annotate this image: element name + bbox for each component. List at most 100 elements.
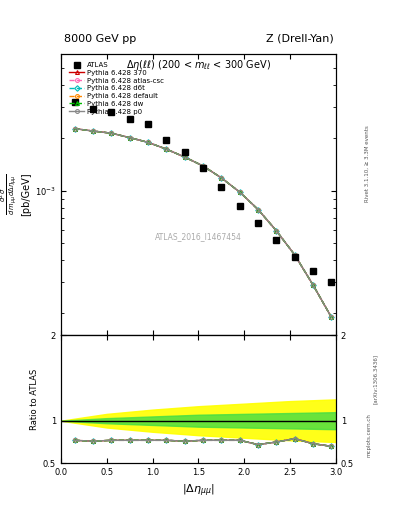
Pythia 6.428 p0: [91, 128, 95, 134]
Line: ATLAS: ATLAS: [72, 99, 334, 286]
Pythia 6.428 370: [274, 228, 279, 234]
Pythia 6.428 dw: [311, 282, 316, 288]
Pythia 6.428 atlas-csc: [256, 206, 261, 212]
ATLAS: [164, 137, 169, 143]
Pythia 6.428 default: [237, 189, 242, 195]
Pythia 6.428 d6t: [72, 125, 77, 132]
Pythia 6.428 p0: [109, 130, 114, 136]
Y-axis label: Ratio to ATLAS: Ratio to ATLAS: [30, 369, 39, 430]
Pythia 6.428 atlas-csc: [182, 154, 187, 160]
Pythia 6.428 atlas-csc: [329, 314, 334, 321]
Pythia 6.428 default: [329, 314, 334, 321]
Text: $\Delta\eta(\ell\ell)$ (200 < $m_{\ell\ell}$ < 300 GeV): $\Delta\eta(\ell\ell)$ (200 < $m_{\ell\e…: [126, 58, 271, 72]
Pythia 6.428 dw: [256, 206, 261, 212]
Pythia 6.428 p0: [164, 146, 169, 152]
Pythia 6.428 d6t: [329, 314, 334, 321]
Pythia 6.428 d6t: [146, 139, 151, 145]
Line: Pythia 6.428 default: Pythia 6.428 default: [73, 126, 333, 319]
Pythia 6.428 default: [219, 175, 224, 181]
ATLAS: [274, 238, 279, 244]
Pythia 6.428 370: [72, 125, 77, 132]
Line: Pythia 6.428 atlas-csc: Pythia 6.428 atlas-csc: [73, 126, 333, 319]
Pythia 6.428 d6t: [219, 175, 224, 181]
ATLAS: [256, 220, 261, 226]
Pythia 6.428 370: [292, 252, 297, 258]
Pythia 6.428 d6t: [182, 154, 187, 160]
Pythia 6.428 atlas-csc: [311, 282, 316, 288]
Pythia 6.428 dw: [237, 189, 242, 195]
Pythia 6.428 atlas-csc: [164, 146, 169, 152]
Pythia 6.428 atlas-csc: [274, 228, 279, 234]
Pythia 6.428 p0: [127, 135, 132, 141]
Pythia 6.428 370: [127, 135, 132, 141]
ATLAS: [292, 253, 297, 260]
Pythia 6.428 default: [164, 146, 169, 152]
Y-axis label: $\frac{d^2\sigma}{d\,m_{\mu\mu}\,d\Delta\eta_{\mu\mu}}$
[pb/GeV]: $\frac{d^2\sigma}{d\,m_{\mu\mu}\,d\Delta…: [0, 173, 31, 217]
Pythia 6.428 370: [164, 146, 169, 152]
Pythia 6.428 p0: [201, 163, 206, 169]
Pythia 6.428 atlas-csc: [91, 128, 95, 134]
Pythia 6.428 dw: [146, 139, 151, 145]
Pythia 6.428 370: [311, 282, 316, 288]
ATLAS: [146, 121, 151, 127]
Pythia 6.428 default: [311, 282, 316, 288]
Pythia 6.428 d6t: [311, 282, 316, 288]
Pythia 6.428 p0: [311, 282, 316, 288]
Pythia 6.428 atlas-csc: [146, 139, 151, 145]
Pythia 6.428 d6t: [256, 206, 261, 212]
Pythia 6.428 dw: [72, 125, 77, 132]
Pythia 6.428 default: [292, 252, 297, 258]
Pythia 6.428 atlas-csc: [127, 135, 132, 141]
Text: [arXiv:1306.3436]: [arXiv:1306.3436]: [373, 354, 378, 404]
Line: Pythia 6.428 p0: Pythia 6.428 p0: [73, 126, 333, 319]
Pythia 6.428 default: [91, 128, 95, 134]
Pythia 6.428 d6t: [292, 252, 297, 258]
Text: ATLAS_2016_I1467454: ATLAS_2016_I1467454: [155, 232, 242, 241]
Pythia 6.428 dw: [91, 128, 95, 134]
Pythia 6.428 atlas-csc: [201, 163, 206, 169]
Pythia 6.428 atlas-csc: [237, 189, 242, 195]
Pythia 6.428 default: [109, 130, 114, 136]
Pythia 6.428 p0: [237, 189, 242, 195]
Text: Rivet 3.1.10, ≥ 3.3M events: Rivet 3.1.10, ≥ 3.3M events: [365, 125, 370, 202]
Pythia 6.428 default: [274, 228, 279, 234]
ATLAS: [182, 149, 187, 155]
ATLAS: [72, 99, 77, 105]
Pythia 6.428 default: [182, 154, 187, 160]
Pythia 6.428 dw: [219, 175, 224, 181]
ATLAS: [201, 164, 206, 170]
Pythia 6.428 default: [201, 163, 206, 169]
ATLAS: [329, 280, 334, 286]
Pythia 6.428 370: [109, 130, 114, 136]
ATLAS: [127, 116, 132, 122]
Pythia 6.428 p0: [182, 154, 187, 160]
Pythia 6.428 370: [256, 206, 261, 212]
Pythia 6.428 dw: [164, 146, 169, 152]
Pythia 6.428 p0: [274, 228, 279, 234]
ATLAS: [311, 268, 316, 274]
Pythia 6.428 p0: [146, 139, 151, 145]
Pythia 6.428 370: [182, 154, 187, 160]
Line: Pythia 6.428 d6t: Pythia 6.428 d6t: [73, 126, 333, 319]
ATLAS: [237, 203, 242, 209]
Legend: ATLAS, Pythia 6.428 370, Pythia 6.428 atlas-csc, Pythia 6.428 d6t, Pythia 6.428 : ATLAS, Pythia 6.428 370, Pythia 6.428 at…: [67, 60, 166, 117]
Pythia 6.428 d6t: [164, 146, 169, 152]
Pythia 6.428 atlas-csc: [292, 252, 297, 258]
ATLAS: [91, 106, 95, 112]
Pythia 6.428 d6t: [274, 228, 279, 234]
Pythia 6.428 dw: [182, 154, 187, 160]
Pythia 6.428 p0: [256, 206, 261, 212]
Pythia 6.428 370: [146, 139, 151, 145]
Pythia 6.428 default: [72, 125, 77, 132]
ATLAS: [219, 184, 224, 190]
ATLAS: [109, 109, 114, 115]
Pythia 6.428 d6t: [91, 128, 95, 134]
Text: 8000 GeV pp: 8000 GeV pp: [64, 34, 136, 44]
Pythia 6.428 d6t: [109, 130, 114, 136]
Pythia 6.428 p0: [292, 252, 297, 258]
Pythia 6.428 atlas-csc: [72, 125, 77, 132]
Pythia 6.428 dw: [292, 252, 297, 258]
Pythia 6.428 dw: [127, 135, 132, 141]
Pythia 6.428 370: [201, 163, 206, 169]
Pythia 6.428 default: [127, 135, 132, 141]
